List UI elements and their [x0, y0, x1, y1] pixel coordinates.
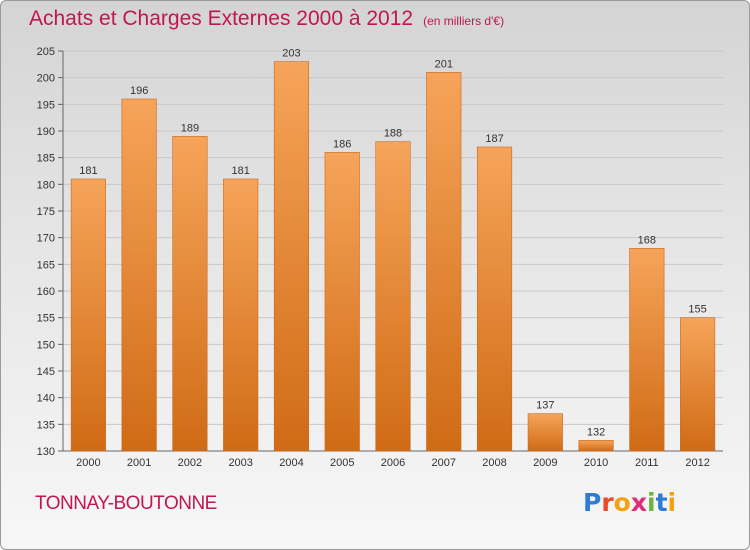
logo-letter: i	[647, 488, 656, 517]
bar-2000	[70, 178, 106, 452]
y-tick-label: 190	[37, 126, 55, 138]
y-tick-label: 160	[37, 286, 55, 298]
data-label: 132	[587, 426, 605, 438]
chart-subtitle: (en milliers d'€)	[423, 14, 505, 28]
data-label: 181	[79, 165, 97, 177]
bar-2012	[680, 317, 716, 452]
x-tick-label: 2008	[482, 457, 506, 469]
x-tick-label: 2006	[381, 457, 405, 469]
proxiti-logo: Proxiti	[583, 488, 676, 517]
data-label: 187	[485, 133, 503, 145]
data-label: 155	[688, 304, 706, 316]
data-label: 168	[638, 234, 656, 246]
data-label: 203	[282, 48, 300, 60]
logo-letter: P	[583, 488, 602, 517]
y-tick-label: 175	[37, 206, 55, 218]
data-label: 186	[333, 138, 351, 150]
y-tick-label: 205	[37, 46, 55, 58]
data-label: 196	[130, 85, 148, 97]
bar-2009	[527, 413, 563, 452]
logo-letter: t	[655, 488, 668, 517]
y-tick-label: 155	[37, 313, 55, 325]
y-tick-label: 135	[37, 419, 55, 431]
y-tick-label: 185	[37, 153, 55, 165]
x-tick-label: 2011	[635, 457, 659, 469]
y-tick-label: 165	[37, 259, 55, 271]
y-tick-label: 200	[37, 73, 55, 85]
data-label: 137	[536, 400, 554, 412]
x-tick-label: 2001	[127, 457, 151, 469]
x-tick-label: 2005	[330, 457, 354, 469]
bar-2004	[273, 61, 310, 452]
x-tick-label: 2007	[432, 457, 456, 469]
y-tick-label: 130	[37, 446, 55, 458]
bar-2008	[476, 146, 513, 452]
logo-letter: i	[667, 488, 677, 517]
y-tick-label: 150	[37, 339, 55, 351]
data-label: 181	[232, 165, 250, 177]
bar-2001	[121, 98, 157, 452]
x-tick-label: 2000	[76, 457, 100, 469]
commune-name: TONNAY-BOUTONNE	[35, 493, 217, 514]
x-axis: 2000 2001 2002 2003 2004 2005 2006 2007 2008 2009…	[76, 457, 710, 469]
y-tick-label: 195	[37, 99, 55, 111]
logo-letter: o	[613, 488, 631, 517]
y-tick-label: 140	[37, 393, 55, 405]
bar-2005	[324, 152, 360, 452]
x-tick-label: 2012	[685, 457, 709, 469]
y-tick-label: 170	[37, 233, 55, 245]
bar-2003	[223, 178, 259, 452]
data-label: 189	[181, 122, 199, 134]
x-tick-label: 2003	[228, 457, 252, 469]
bars: 181 196 189 181 203 186 188 201 187 137 132 168 155	[70, 48, 716, 452]
x-tick-label: 2004	[279, 457, 303, 469]
chart-title: Achats et Charges Externes 2000 à 2012 (e…	[29, 7, 505, 30]
logo-letter: x	[630, 488, 647, 517]
data-label: 201	[435, 58, 453, 70]
data-label: 188	[384, 128, 402, 140]
x-tick-label: 2009	[533, 457, 557, 469]
x-tick-label: 2002	[178, 457, 202, 469]
y-tick-label: 145	[37, 366, 55, 378]
x-tick-label: 2010	[584, 457, 608, 469]
bar-2006	[375, 141, 411, 452]
bar-2010	[578, 440, 614, 452]
logo-letter: r	[601, 488, 614, 517]
bar-2002	[172, 136, 208, 452]
bar-2007	[426, 72, 462, 452]
bar-2011	[629, 248, 665, 452]
y-tick-label: 180	[37, 179, 55, 191]
